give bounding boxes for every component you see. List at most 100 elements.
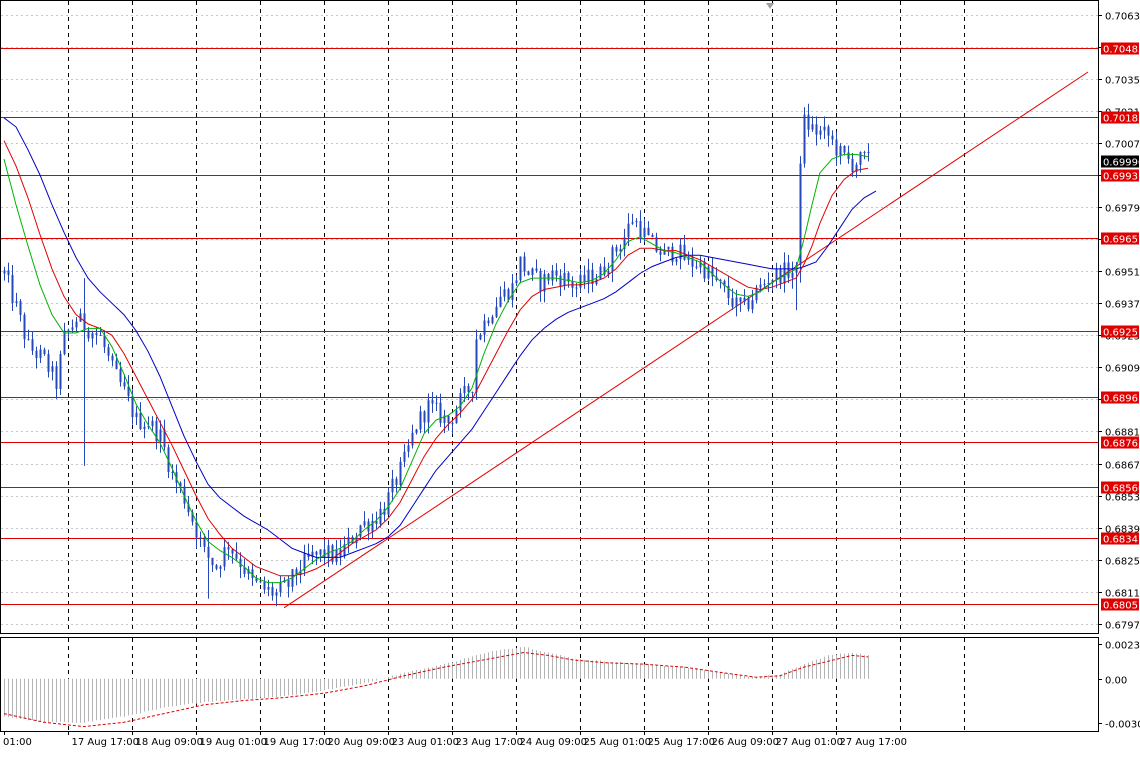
candle-body — [739, 297, 742, 302]
candle-body — [51, 366, 54, 372]
level-label: 0.68765 — [1103, 439, 1140, 450]
level-label: 0.68057 — [1103, 601, 1140, 612]
level-label-bg — [1101, 481, 1139, 494]
candle-body — [115, 360, 118, 370]
candle-body — [447, 415, 450, 424]
candle-body — [743, 297, 746, 302]
candle-body — [503, 289, 506, 297]
candle-body — [727, 285, 730, 299]
candle-body — [211, 557, 214, 566]
candle-body — [491, 316, 494, 324]
candle-body — [591, 269, 594, 285]
candle-body — [839, 146, 842, 156]
candle-body — [579, 274, 582, 288]
level-label-bg — [1101, 532, 1139, 545]
candle-body — [19, 301, 22, 315]
time-tick-label: 19 Aug 01:00 — [200, 737, 267, 748]
level-label-bg — [1101, 169, 1139, 182]
candle-body — [703, 261, 706, 279]
candle-body — [135, 412, 138, 418]
current-price-label: 0.69990 — [1103, 158, 1140, 169]
candle-body — [331, 545, 334, 562]
current-price-label-bg — [1101, 155, 1139, 168]
trendline-group[interactable] — [283, 71, 1089, 609]
time-tick-label: 24 Aug 09:00 — [520, 737, 587, 748]
candle-body — [659, 251, 662, 255]
ma-fast-line — [3, 153, 869, 584]
candle-body — [39, 349, 42, 359]
candle-body — [395, 478, 398, 485]
candle-body — [323, 549, 326, 558]
chart-shift-marker[interactable] — [766, 3, 774, 9]
candle-body — [603, 266, 606, 275]
level-label-bg — [1101, 598, 1139, 611]
candle-body — [31, 339, 34, 351]
candle-body — [183, 486, 186, 504]
candle-body — [535, 268, 538, 271]
candle-body — [431, 400, 434, 404]
candle-body — [855, 164, 858, 172]
candle-body — [71, 327, 74, 330]
candle-body — [611, 247, 614, 272]
time-tick-label: 26 Aug 09:00 — [712, 737, 779, 748]
candle-body — [427, 400, 430, 423]
candle-body — [259, 581, 262, 583]
ma-mid-line — [3, 140, 869, 577]
candle-body — [559, 275, 562, 286]
candle-body — [351, 537, 354, 544]
candle-body — [359, 525, 362, 537]
candle-body — [495, 306, 498, 317]
level-label: 0.70183 — [1103, 114, 1140, 125]
candle-body — [639, 221, 642, 238]
candle-body — [507, 289, 510, 301]
candle-body — [415, 429, 418, 433]
candle-body — [87, 330, 90, 339]
candle-body — [191, 512, 194, 522]
candle-body — [683, 244, 686, 260]
time-tick-label: 20 Aug 09:00 — [328, 737, 395, 748]
candle-body — [299, 570, 302, 576]
oscillator — [3, 647, 869, 728]
candle-body — [567, 272, 570, 282]
candle-body — [835, 139, 838, 156]
candle-body — [459, 393, 462, 411]
candle-body — [843, 146, 846, 153]
candle-body — [235, 553, 238, 559]
trendline[interactable] — [283, 71, 1089, 609]
candle-body — [267, 587, 270, 590]
candle-body — [15, 301, 18, 303]
candle-body — [695, 266, 698, 268]
candle-body — [215, 565, 218, 569]
candle-body — [163, 429, 166, 448]
candle-body — [347, 537, 350, 545]
candle-body — [95, 333, 98, 335]
candle-body — [307, 553, 310, 558]
time-tick-label: 27 Aug 01:00 — [776, 737, 843, 748]
oscillator-tick-label: 0.00236 — [1105, 641, 1140, 652]
candle-body — [751, 300, 754, 310]
level-label: 0.69931 — [1103, 172, 1140, 183]
candle-body — [279, 582, 282, 593]
time-tick-label: 17 Aug 17:00 — [72, 737, 139, 748]
candle-body — [63, 330, 66, 355]
candle-body — [119, 369, 122, 383]
candle-body — [787, 262, 790, 278]
candle-body — [551, 270, 554, 281]
candle-body — [575, 287, 578, 289]
candle-body — [151, 420, 154, 427]
candle-body — [595, 279, 598, 285]
candle-body — [623, 237, 626, 249]
candle-body — [651, 235, 654, 238]
candle-body — [759, 284, 762, 288]
candle-body — [475, 339, 478, 393]
candle-body — [435, 402, 438, 404]
